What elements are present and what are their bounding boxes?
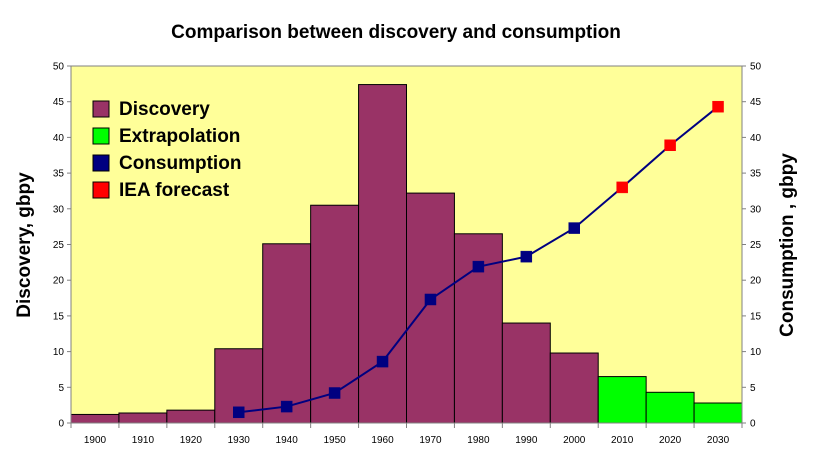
- bar-extrapolation-2020: [645, 391, 695, 424]
- point-consumption-1930: [233, 406, 245, 419]
- bar-discovery-1970: [406, 192, 455, 424]
- x-tick-label: 1920: [180, 435, 203, 446]
- legend-label-iea-forecast: IEA forecast: [119, 180, 230, 201]
- bar-discovery-1910: [118, 412, 168, 424]
- y-tick-left-label: 0: [58, 419, 64, 430]
- bar-extrapolation-2010: [597, 376, 647, 424]
- x-tick-label: 2000: [563, 435, 586, 446]
- y-tick-left-label: 45: [53, 97, 65, 108]
- bar-discovery-1990: [501, 322, 551, 424]
- y-axis-title-right: Consumption , gbpy: [777, 153, 798, 337]
- bar-extrapolation-2030: [693, 402, 743, 424]
- x-tick-label: 1900: [84, 435, 107, 446]
- x-tick-label: 1970: [419, 435, 442, 446]
- bar-discovery-2000: [549, 352, 599, 424]
- bar-discovery-1940: [262, 243, 312, 424]
- legend-label-consumption: Consumption: [119, 153, 241, 174]
- point-iea-forecast-2010: [616, 181, 628, 194]
- x-tick-label: 1960: [371, 435, 394, 446]
- bar-discovery-1900: [70, 413, 120, 424]
- y-tick-left-label: 20: [53, 276, 65, 287]
- legend-swatch-extrapolation: [92, 127, 110, 145]
- y-tick-left-label: 5: [58, 383, 64, 394]
- x-tick-label: 1940: [276, 435, 299, 446]
- bar-discovery-1920: [166, 409, 216, 424]
- y-tick-left-label: 10: [53, 347, 65, 358]
- x-tick-label: 1950: [323, 435, 346, 446]
- y-tick-left-label: 35: [53, 169, 65, 180]
- y-tick-right-label: 45: [750, 97, 762, 108]
- x-tick-label: 2030: [707, 435, 730, 446]
- y-tick-right-label: 30: [750, 204, 762, 215]
- x-tick-label: 2010: [611, 435, 634, 446]
- point-iea-forecast-2020: [664, 139, 676, 152]
- y-tick-right-label: 20: [750, 276, 762, 287]
- y-axis-title-left: Discovery, gbpy: [14, 172, 35, 318]
- y-tick-right-label: 35: [750, 169, 762, 180]
- y-tick-right-label: 5: [750, 383, 756, 394]
- point-consumption-1980: [472, 260, 485, 273]
- legend-swatch-iea-forecast: [92, 181, 110, 199]
- y-tick-right-label: 15: [750, 311, 762, 322]
- y-tick-right-label: 50: [750, 62, 762, 73]
- y-tick-right-label: 0: [750, 419, 756, 430]
- legend: Discovery Extrapolation Consumption IEA for…: [92, 99, 241, 201]
- x-tick-label: 1930: [228, 435, 251, 446]
- lines-layer: [233, 100, 724, 419]
- legend-swatch-consumption: [92, 154, 110, 172]
- point-iea-forecast-2030: [712, 100, 724, 113]
- y-tick-left-label: 25: [53, 240, 65, 251]
- chart-title: Comparison between discovery and consump…: [171, 22, 621, 43]
- point-consumption-1970: [424, 293, 437, 306]
- y-tick-left-label: 30: [53, 204, 65, 215]
- y-tick-right-label: 10: [750, 347, 762, 358]
- legend-label-discovery: Discovery: [119, 99, 210, 120]
- legend-label-extrapolation: Extrapolation: [119, 126, 240, 147]
- y-tick-right-label: 40: [750, 133, 762, 144]
- x-tick-label: 1990: [515, 435, 538, 446]
- point-consumption-1960: [376, 355, 389, 368]
- x-tick-label: 2020: [659, 435, 682, 446]
- y-tick-left-label: 50: [53, 62, 65, 73]
- y-tick-left-label: 40: [53, 133, 65, 144]
- x-tick-label: 1910: [132, 435, 155, 446]
- x-tick-label: 1980: [467, 435, 490, 446]
- y-tick-right-label: 25: [750, 240, 762, 251]
- point-consumption-1990: [520, 250, 533, 263]
- point-consumption-1940: [280, 400, 293, 413]
- y-tick-left-label: 15: [53, 311, 65, 322]
- point-consumption-2000: [568, 222, 580, 234]
- point-consumption-1950: [328, 387, 341, 399]
- legend-swatch-discovery: [92, 100, 110, 118]
